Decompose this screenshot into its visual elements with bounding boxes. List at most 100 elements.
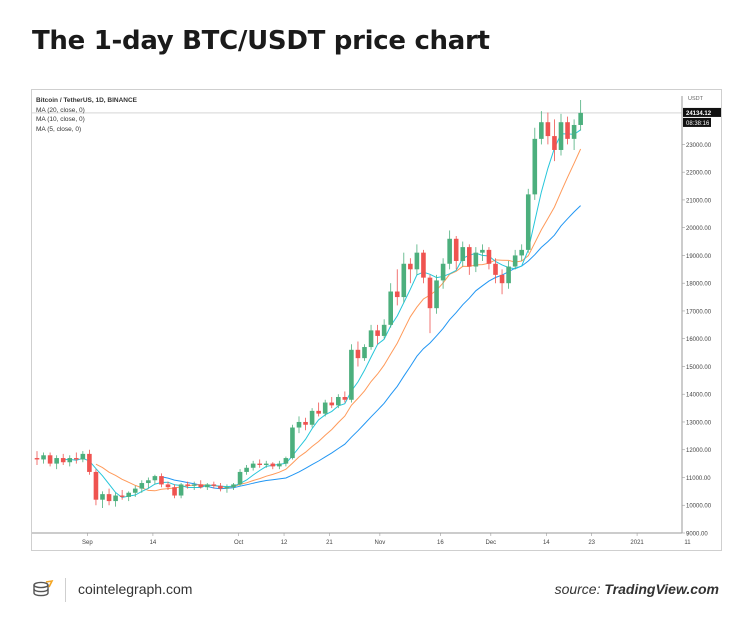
x-tick-label: 14 (150, 540, 157, 546)
last-price-tag (683, 107, 721, 117)
candle-body (270, 463, 276, 467)
footer-divider (65, 578, 66, 602)
candle-body (467, 247, 472, 267)
candle-body (87, 453, 92, 472)
candle-body (316, 410, 321, 414)
candle-body (506, 266, 511, 284)
candle-body (165, 484, 171, 488)
source-name[interactable]: TradingView.com (604, 581, 719, 597)
candle-body (283, 458, 289, 464)
candle-body (571, 124, 577, 139)
price-chart[interactable]: 9000.00 10000.00 11000.00 12000.00 13000.00 1… (32, 90, 721, 550)
y-tick-label: 19000.00 (686, 254, 712, 260)
x-tick-label: 11 (684, 540, 691, 546)
y-tick-label: 11000.00 (686, 476, 711, 482)
candle-body (394, 291, 400, 298)
candle-body (342, 396, 348, 400)
page-title: The 1-day BTC/USDT price chart (32, 26, 490, 56)
candle-body (336, 396, 341, 406)
candle-body (119, 495, 125, 497)
candle-body (74, 458, 79, 460)
candle-body (460, 247, 466, 261)
candle-body (67, 458, 73, 463)
candle-body (277, 463, 282, 467)
last-price-label: 24134.12 (686, 111, 712, 117)
candle-body (172, 487, 177, 496)
candle-body (401, 263, 407, 298)
candle-body (257, 463, 262, 465)
candle-body (113, 495, 118, 502)
x-tick-label: 16 (437, 540, 444, 546)
legend-ma10: MA (10, close, 0) (36, 116, 85, 123)
candle-body (178, 484, 184, 496)
candle-body (263, 463, 269, 465)
y-tick-label: 20000.00 (686, 226, 712, 232)
candle-body (486, 249, 492, 264)
candle-body (41, 455, 46, 460)
candle-body (440, 263, 446, 281)
candle-body (93, 471, 99, 500)
source-prefix: source: (554, 581, 601, 597)
candle-body (47, 455, 53, 464)
candle-body (480, 249, 485, 253)
chart-legend: Bitcoin / TetherUS, 1D, BINANCE MA (20, … (36, 96, 137, 134)
candle-body (512, 255, 518, 267)
candle-body (421, 252, 426, 278)
y-tick-label: 22000.00 (686, 171, 712, 177)
candle-body (558, 122, 564, 150)
y-tick-label: 18000.00 (686, 282, 712, 288)
y-tick-label: 14000.00 (686, 393, 712, 399)
candle-body (552, 136, 557, 150)
countdown-tag (683, 117, 711, 127)
candle-body (106, 494, 112, 502)
candle-body (539, 122, 544, 139)
x-tick-label: Oct (234, 540, 244, 546)
y-tick-label: 17000.00 (686, 309, 712, 315)
y-axis-unit: USDT (688, 96, 704, 102)
candle-body (146, 480, 151, 484)
candle-body (100, 494, 105, 500)
y-tick-label: 10000.00 (686, 504, 712, 510)
candle-body (185, 484, 190, 486)
candle-body (211, 484, 217, 486)
candle-body (434, 280, 439, 309)
candle-body (349, 349, 354, 400)
candle-body (126, 492, 131, 497)
candle-body (322, 402, 328, 414)
candle-body (427, 277, 433, 309)
x-tick-label: Dec (485, 540, 496, 546)
candle-body (159, 476, 164, 485)
candle-body (414, 252, 420, 270)
y-tick-label: 12000.00 (686, 448, 712, 454)
candle-body (381, 324, 387, 336)
candle-body (408, 263, 413, 270)
candle-body (453, 238, 459, 261)
x-tick-label: 21 (326, 540, 333, 546)
countdown-label: 08:38:16 (686, 121, 710, 127)
chart-panel[interactable]: 9000.00 10000.00 11000.00 12000.00 13000.00 1… (31, 89, 722, 551)
footer-site-name[interactable]: cointelegraph.com (78, 581, 193, 597)
candle-body (309, 410, 315, 425)
candle-body (237, 471, 243, 485)
candle-body (54, 458, 59, 464)
candle-body (152, 476, 158, 481)
ma5-line (63, 129, 581, 499)
x-tick-label: 12 (281, 540, 288, 546)
candle-body (198, 484, 204, 488)
x-tick-label: 23 (588, 540, 595, 546)
ma10-line (95, 148, 582, 492)
candle-body (329, 402, 335, 406)
candle-body (519, 249, 524, 256)
x-tick-label: 2021 (630, 540, 644, 546)
cointelegraph-logo-icon (33, 579, 54, 597)
candle-body (290, 427, 295, 459)
candle-body (565, 122, 570, 139)
candle-body (244, 467, 249, 472)
y-tick-label: 13000.00 (686, 420, 712, 426)
candle-body (34, 458, 40, 460)
candle-body (368, 330, 374, 348)
candle-body (231, 484, 236, 488)
candle-body (578, 112, 583, 125)
candle-body (473, 252, 479, 267)
legend-ma20: MA (20, close, 0) (36, 106, 85, 114)
